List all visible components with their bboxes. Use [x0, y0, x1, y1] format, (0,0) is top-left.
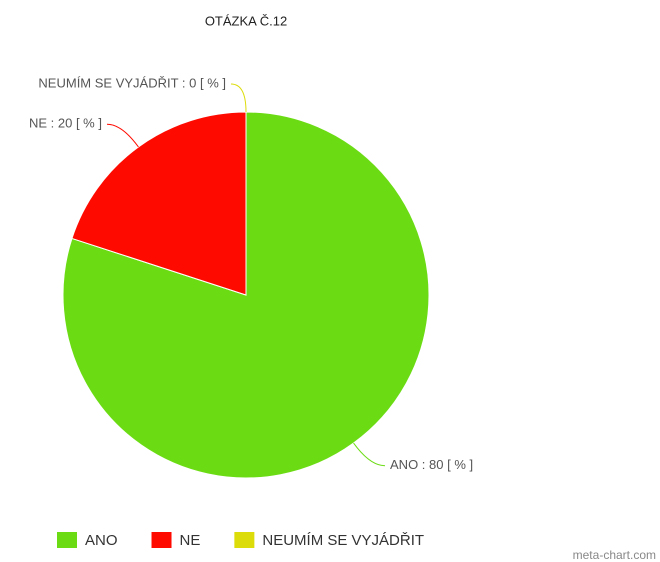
legend-swatch [151, 532, 172, 548]
chart-title: OTÁZKA Č.12 [205, 13, 287, 28]
data-label: ANO : 80 [ % ] [390, 457, 473, 472]
leader-line [106, 123, 139, 148]
legend-label: NEUMÍM SE VYJÁDŘIT [262, 532, 424, 549]
legend-swatch [57, 532, 77, 548]
watermark: meta-chart.com [573, 548, 656, 562]
leader-line [353, 442, 386, 467]
pie-slice [71, 111, 247, 296]
leader-line [230, 83, 247, 113]
legend-swatch [234, 532, 255, 548]
legend-label: NE [180, 532, 201, 549]
legend-label: ANO [85, 532, 118, 549]
data-label: NEUMÍM SE VYJÁDŘIT : 0 [ % ] [38, 75, 226, 90]
data-label: NE : 20 [ % ] [29, 116, 102, 131]
